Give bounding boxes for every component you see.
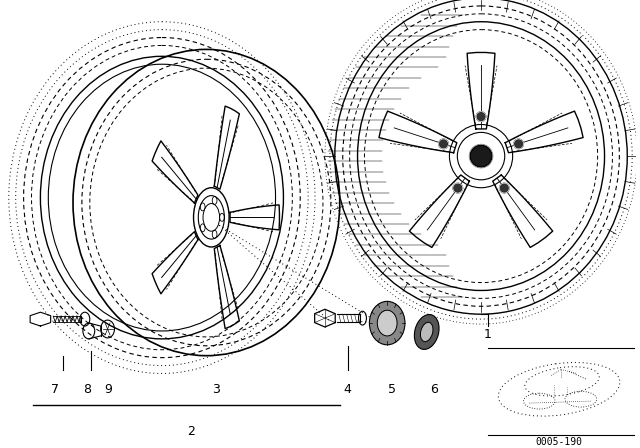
Ellipse shape: [470, 145, 492, 167]
Ellipse shape: [378, 310, 397, 336]
Text: 7: 7: [51, 383, 60, 396]
Text: 8: 8: [83, 383, 91, 396]
Text: 9: 9: [104, 383, 113, 396]
Text: 6: 6: [429, 383, 438, 396]
Ellipse shape: [499, 183, 509, 193]
Text: 1: 1: [484, 328, 492, 341]
Ellipse shape: [414, 314, 439, 349]
Text: 2: 2: [188, 425, 195, 438]
Ellipse shape: [514, 139, 524, 149]
Ellipse shape: [369, 302, 405, 345]
Ellipse shape: [420, 322, 433, 342]
Text: 0005-190: 0005-190: [536, 437, 582, 447]
Ellipse shape: [438, 139, 449, 149]
Ellipse shape: [453, 183, 463, 193]
Text: 5: 5: [388, 383, 396, 396]
Text: 4: 4: [344, 383, 351, 396]
Ellipse shape: [476, 112, 486, 121]
Text: 3: 3: [212, 383, 220, 396]
